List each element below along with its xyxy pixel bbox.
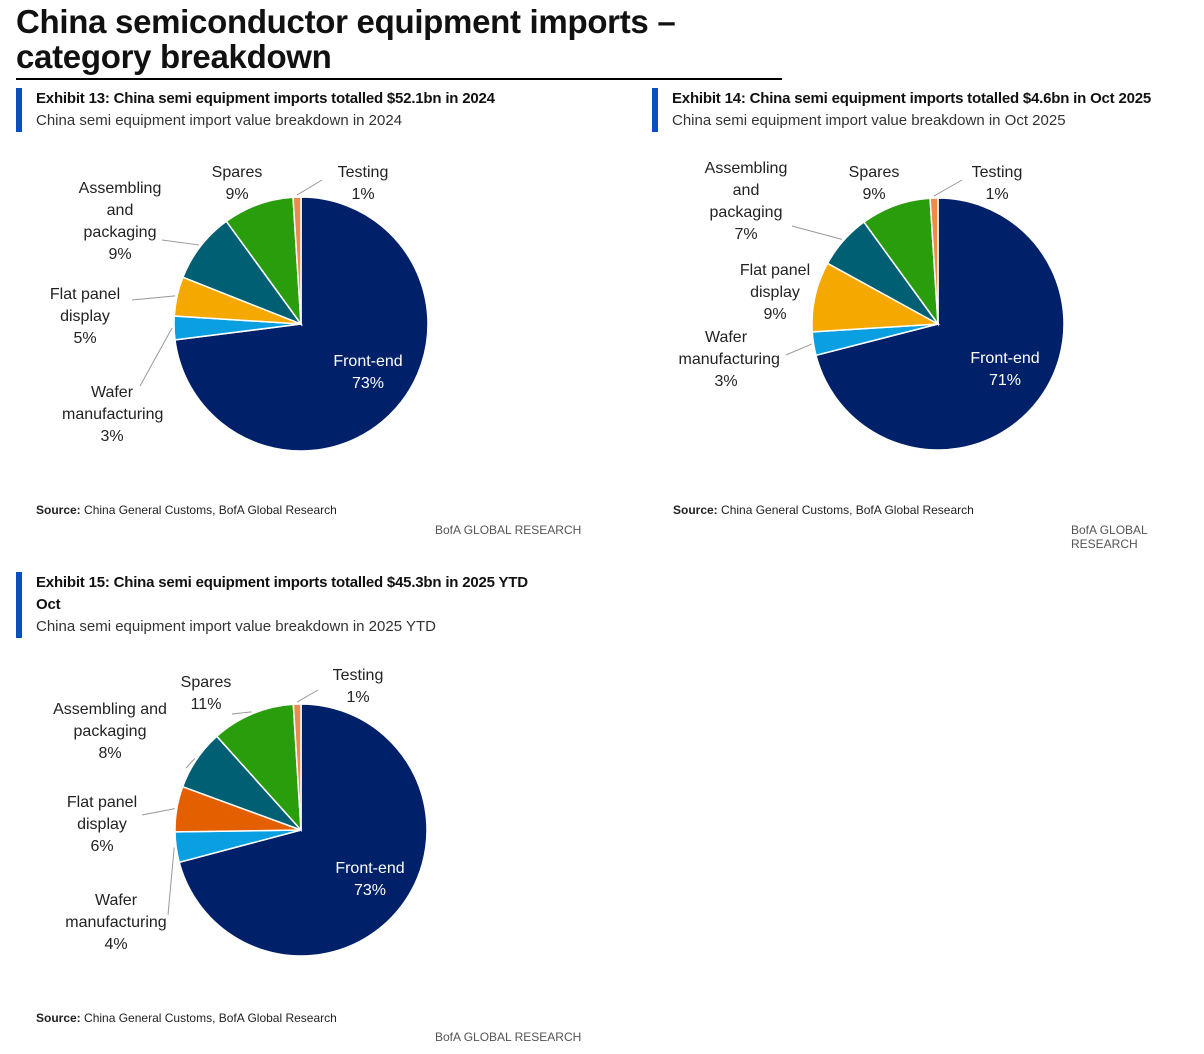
value-label: 7% — [734, 226, 758, 243]
value-label: 11% — [190, 696, 222, 713]
value-label: 4% — [104, 936, 128, 953]
leader-line — [296, 689, 319, 703]
footer: BofA GLOBAL RESEARCH — [435, 523, 582, 537]
category-label: Front-end — [333, 353, 403, 370]
slice-label: Wafer manufacturing 3% — [678, 327, 780, 393]
category-label: Wafer manufacturing — [62, 384, 164, 423]
slice-label: Front-end 71% — [950, 348, 1060, 392]
slice-label: Wafer manufacturing 4% — [61, 890, 171, 956]
leader-line — [933, 179, 963, 197]
value-label: 5% — [73, 330, 97, 347]
value-label: 9% — [108, 246, 132, 263]
source-label: Source: — [36, 1011, 81, 1025]
category-label: Wafer manufacturing — [678, 329, 780, 368]
leader-line — [296, 179, 323, 196]
pie-slice — [292, 196, 302, 325]
category-label: Front-end — [335, 860, 405, 877]
value-label: 8% — [98, 745, 122, 762]
value-label: 9% — [763, 306, 787, 323]
exhibit-subtitle: China semi equipment import value breakd… — [672, 112, 1066, 129]
exhibit-subtitle: China semi equipment import value breakd… — [36, 112, 403, 129]
category-label: Flat panel display — [66, 794, 138, 833]
source-label: Source: — [673, 503, 718, 517]
category-label: Spares — [180, 674, 232, 691]
exhibit-header: Exhibit 13: China semi equipment imports… — [16, 88, 576, 132]
category-label: Testing — [337, 164, 389, 181]
source-text: China General Customs, BofA Global Resea… — [84, 1011, 337, 1025]
source: Source: China General Customs, BofA Glob… — [36, 503, 337, 517]
value-label: 9% — [862, 186, 886, 203]
value-label: 1% — [985, 186, 1009, 203]
pie-slice — [815, 197, 1065, 451]
leader-line — [161, 239, 200, 246]
slice-label: Assembling and packaging 7% — [699, 158, 794, 246]
footer: BofA GLOBAL RESEARCH — [435, 1030, 582, 1044]
slice-label: Spares 11% — [166, 672, 246, 716]
exhibit-title: Exhibit 14: China semi equipment imports… — [672, 90, 1152, 107]
category-label: Assembling and packaging — [53, 701, 167, 740]
slice-label: Front-end 73% — [315, 858, 425, 902]
leader-line — [185, 757, 196, 769]
slice-label: Wafer manufacturing 3% — [62, 382, 164, 448]
slice-label: Testing 1% — [323, 162, 403, 206]
slice-label: Flat panel display 9% — [725, 260, 825, 326]
leader-line — [785, 343, 812, 356]
source: Source: China General Customs, BofA Glob… — [673, 503, 974, 517]
category-label: Flat panel display — [49, 286, 121, 325]
pie-slice — [178, 703, 428, 957]
footer: BofA GLOBAL RESEARCH — [1071, 523, 1148, 551]
category-label: Assembling and packaging — [78, 180, 162, 241]
category-label: Testing — [971, 164, 1023, 181]
value-label: 71% — [988, 372, 1022, 389]
slice-label: Testing 1% — [318, 665, 398, 709]
category-label: Flat panel display — [739, 262, 811, 301]
value-label: 1% — [351, 186, 375, 203]
source-text: China General Customs, BofA Global Resea… — [721, 503, 974, 517]
page-title: China semiconductor equipment imports – … — [16, 4, 782, 80]
leader-line — [139, 327, 173, 387]
source-label: Source: — [36, 503, 81, 517]
source-text: China General Customs, BofA Global Resea… — [84, 503, 337, 517]
category-label: Assembling and packaging — [704, 160, 788, 221]
slice-label: Spares 9% — [834, 162, 914, 206]
pie-slice — [292, 703, 302, 831]
slice-label: Flat panel display 6% — [52, 792, 152, 858]
slice-label: Assembling and packaging 8% — [50, 699, 170, 765]
exhibit-title: Exhibit 15: China semi equipment imports… — [36, 574, 528, 613]
leader-line — [141, 808, 175, 816]
leader-line — [131, 295, 176, 301]
exhibit-header: Exhibit 15: China semi equipment imports… — [16, 572, 556, 638]
slice-label: Flat panel display 5% — [35, 284, 135, 350]
slice-label: Spares 9% — [197, 162, 277, 206]
pie-slice — [929, 197, 939, 325]
slice-label: Testing 1% — [957, 162, 1037, 206]
category-label: Spares — [848, 164, 900, 181]
slice-label: Assembling and packaging 9% — [73, 178, 168, 266]
value-label: 6% — [90, 838, 114, 855]
value-label: 9% — [225, 186, 249, 203]
leader-line — [791, 225, 843, 240]
value-label: 3% — [714, 373, 738, 390]
value-label: 73% — [353, 882, 387, 899]
exhibit-subtitle: China semi equipment import value breakd… — [36, 618, 436, 635]
exhibit-title: Exhibit 13: China semi equipment imports… — [36, 90, 495, 107]
value-label: 3% — [100, 428, 124, 445]
value-label: 1% — [346, 689, 370, 706]
category-label: Wafer manufacturing — [65, 892, 167, 931]
category-label: Spares — [211, 164, 263, 181]
category-label: Front-end — [970, 350, 1040, 367]
category-label: Testing — [332, 667, 384, 684]
source: Source: China General Customs, BofA Glob… — [36, 1011, 337, 1025]
pie-slice — [215, 703, 302, 833]
leader-line — [231, 711, 252, 715]
exhibit-header: Exhibit 14: China semi equipment imports… — [652, 88, 1204, 132]
leader-line — [167, 847, 175, 916]
value-label: 73% — [351, 375, 385, 392]
slice-label: Front-end 73% — [313, 351, 423, 395]
